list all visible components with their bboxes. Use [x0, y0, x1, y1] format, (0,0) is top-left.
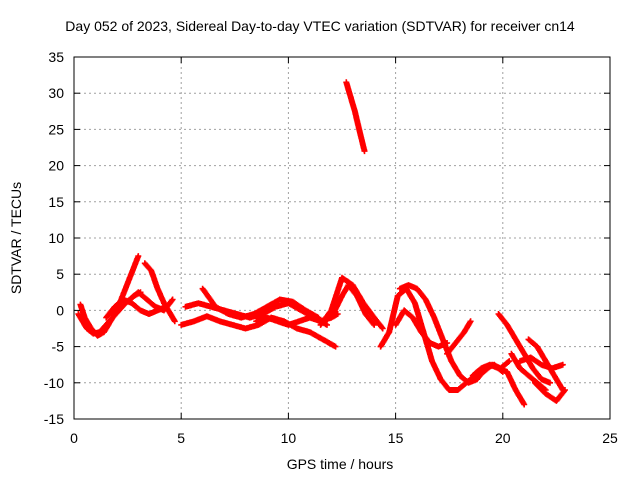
series-arc12	[343, 79, 368, 155]
data-point-markers	[328, 282, 378, 328]
y-tick-label: 30	[48, 85, 64, 101]
data-point-markers	[392, 307, 451, 350]
series-arc8	[199, 285, 322, 321]
x-tick-label: 20	[495, 430, 511, 446]
data-point-markers	[444, 318, 474, 357]
x-tick-label: 10	[281, 430, 297, 446]
y-tick-label: -10	[44, 375, 64, 391]
chart-title: Day 052 of 2023, Sidereal Day-to-day VTE…	[65, 18, 575, 34]
series-arc18	[495, 311, 553, 386]
y-tick-label: 35	[48, 49, 64, 65]
y-tick-label: 10	[48, 230, 64, 246]
x-axis-label: GPS time / hours	[286, 456, 394, 472]
series-arc15	[392, 307, 451, 350]
x-tick-label: 25	[602, 430, 618, 446]
data-point-markers	[199, 285, 322, 321]
y-tick-label: 5	[56, 266, 64, 282]
y-tick-label: -5	[52, 339, 65, 355]
data-point-markers	[469, 361, 528, 408]
data-point-markers	[343, 79, 368, 155]
y-tick-label: 25	[48, 121, 64, 137]
series-arc11	[328, 282, 378, 328]
data-point-markers	[508, 350, 549, 393]
series-arc5	[126, 289, 176, 314]
series-arc16	[444, 318, 474, 357]
x-axis-ticks: 0 5 10 15 20 25	[70, 57, 618, 446]
series-arc17	[469, 361, 528, 408]
y-tick-label: -15	[44, 411, 64, 427]
series-arc20	[525, 336, 566, 393]
x-tick-label: 5	[177, 430, 185, 446]
y-tick-label: 20	[48, 158, 64, 174]
series-arc10	[317, 274, 386, 332]
data-point-markers	[525, 336, 566, 393]
data-point-markers	[317, 274, 386, 332]
y-axis-ticks: -15 -10 -5 0 5 10 15 20 25 30 35	[44, 49, 610, 427]
data-points	[75, 79, 568, 408]
x-tick-label: 15	[388, 430, 404, 446]
data-point-markers	[495, 311, 553, 386]
series-arc22	[508, 350, 549, 393]
y-tick-label: 15	[48, 194, 64, 210]
x-tick-label: 0	[70, 430, 78, 446]
y-tick-label: 0	[56, 302, 64, 318]
data-point-markers	[126, 289, 176, 314]
